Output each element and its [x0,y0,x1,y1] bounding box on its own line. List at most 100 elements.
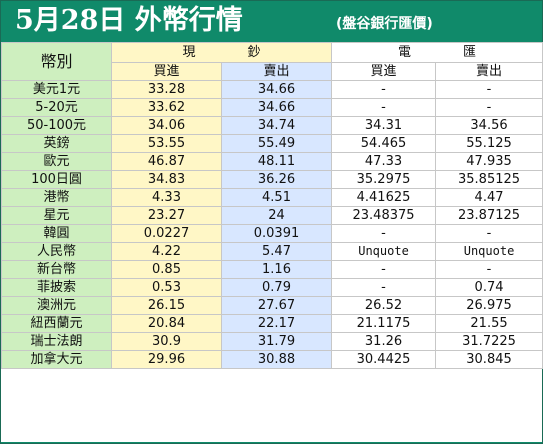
wire-buy-cell: 30.4425 [331,350,437,369]
cash-buy-cell: 34.83 [111,170,222,189]
cash-buy-cell: 26.15 [111,296,222,315]
cash-sell-cell: 1.16 [220,260,333,279]
currency-name: 瑞士法朗 [1,332,112,351]
cash-sell-cell: 4.51 [220,188,333,207]
wire-sell-cell: 47.935 [435,152,543,171]
currency-name: 韓圓 [1,224,112,243]
cash-sell-cell: 0.0391 [220,224,333,243]
table-row: 人民幣 4.22 5.47 Unquote Unquote [1,242,543,261]
currency-name: 100日圓 [1,170,112,189]
currency-name: 菲披索 [1,278,112,297]
wire-sell-header: 賣出 [435,62,543,81]
currency-name: 加拿大元 [1,350,112,369]
currency-name: 港幣 [1,188,112,207]
title-bar: 5月28日 外幣行情 (盤谷銀行匯價) [1,1,542,42]
source-label: (盤谷銀行匯價) [336,16,433,32]
table-row: 5-20元 33.62 34.66- - [1,98,543,117]
wire-buy-header: 買進 [331,62,437,81]
page-title: 5月28日 外幣行情 [15,5,243,36]
wire-sell-cell: 34.56 [435,116,543,135]
cash-buy-cell: 33.28 [111,80,222,99]
table-row: 菲披索 0.53 0.79-0.74 [1,278,543,297]
table-row: 歐元 46.87 48.11 47.33 47.935 [1,152,543,171]
wire-buy-cell: 54.465 [331,134,437,153]
wire-buy-cell: 21.1175 [331,314,437,333]
currency-name: 人民幣 [1,242,112,261]
wire-sell-cell: - [435,98,543,117]
currency-name: 英鎊 [1,134,112,153]
cash-sell-cell: 31.79 [220,332,333,351]
table-row: 紐西蘭元 20.84 22.17 21.1175 21.55 [1,314,543,333]
cash-group-header: 現 鈔 [110,42,333,63]
wire-buy-cell: - [331,80,437,99]
currency-column-header: 幣別 [1,42,112,81]
wire-buy-cell: 26.52 [331,296,437,315]
cash-buy-cell: 30.9 [111,332,222,351]
currency-name: 50-100元 [1,116,112,135]
cash-buy-cell: 4.33 [111,188,222,207]
cash-sell-cell: 55.49 [220,134,333,153]
wire-buy-cell: 23.48375 [331,206,437,225]
cash-sell-cell: 22.17 [220,314,333,333]
cash-buy-cell: 53.55 [111,134,222,153]
wire-sell-cell: 4.47 [435,188,543,207]
table-row: 新台幣 0.85 1.16- - [1,260,543,279]
cash-buy-cell: 46.87 [111,152,222,171]
table-row: 加拿大元 29.96 30.88 30.4425 30.845 [1,350,543,369]
cash-buy-cell: 23.27 [111,206,222,225]
cash-buy-header: 買進 [111,62,222,81]
cash-sell-cell: 48.11 [220,152,333,171]
cash-sell-cell: 0.79 [220,278,333,297]
table-row: 韓圓 0.0227 0.0391- - [1,224,543,243]
cash-sell-cell: 24 [220,206,333,225]
cash-sell-cell: 34.74 [220,116,333,135]
bottom-border [1,442,542,443]
wire-buy-cell: - [331,224,437,243]
cash-sell-cell: 30.88 [220,350,333,369]
wire-sell-cell: 0.74 [435,278,543,297]
wire-buy-cell: 31.26 [331,332,437,351]
wire-sell-cell: - [435,80,543,99]
wire-sell-cell: - [435,260,543,279]
wire-sell-cell: 31.7225 [435,332,543,351]
cash-buy-cell: 34.06 [111,116,222,135]
cash-buy-cell: 4.22 [111,242,222,261]
wire-buy-cell: 47.33 [331,152,437,171]
wire-sell-cell: - [435,224,543,243]
cash-sell-cell: 34.66 [220,98,333,117]
cash-buy-cell: 33.62 [111,98,222,117]
currency-name: 美元1元 [1,80,112,99]
wire-buy-cell: - [331,98,437,117]
table-row: 星元 23.27 24 23.48375 23.87125 [1,206,543,225]
table-row: 瑞士法朗 30.9 31.79 31.26 31.7225 [1,332,543,351]
table-row: 澳洲元 26.15 27.67 26.52 26.975 [1,296,543,315]
header-row-groups: 幣別 現 鈔 電 匯 [1,42,543,81]
cash-buy-cell: 29.96 [111,350,222,369]
cash-buy-cell: 0.53 [111,278,222,297]
header-row-sides: 買進 賣出 買進 賣出 [2,62,543,81]
cash-sell-cell: 27.67 [220,296,333,315]
cash-buy-cell: 0.0227 [111,224,222,243]
wire-sell-cell: 21.55 [435,314,543,333]
wire-sell-cell: 23.87125 [435,206,543,225]
wire-buy-cell: - [331,278,437,297]
table-row: 100日圓 34.83 36.26 35.2975 35.85125 [1,170,543,189]
cash-sell-cell: 34.66 [220,80,333,99]
wire-buy-cell: 34.31 [331,116,437,135]
wire-sell-cell: 26.975 [435,296,543,315]
wire-sell-cell: 35.85125 [435,170,543,189]
currency-name: 新台幣 [1,260,112,279]
cash-sell-header: 賣出 [220,62,333,81]
cash-buy-cell: 0.85 [111,260,222,279]
rates-table: 幣別 現 鈔 電 匯 買進 賣出 買進 賣出 美元1元 33.28 34.66- -5… [1,42,543,369]
table-row: 英鎊 53.55 55.49 54.465 55.125 [1,134,543,153]
table-row: 港幣 4.33 4.51 4.41625 4.47 [1,188,543,207]
currency-name: 紐西蘭元 [1,314,112,333]
wire-buy-cell: - [331,260,437,279]
wire-buy-cell: Unquote [331,242,437,261]
cash-sell-cell: 5.47 [220,242,333,261]
wire-sell-cell: Unquote [435,242,543,261]
cash-sell-cell: 36.26 [220,170,333,189]
wire-group-header: 電 匯 [331,42,543,63]
